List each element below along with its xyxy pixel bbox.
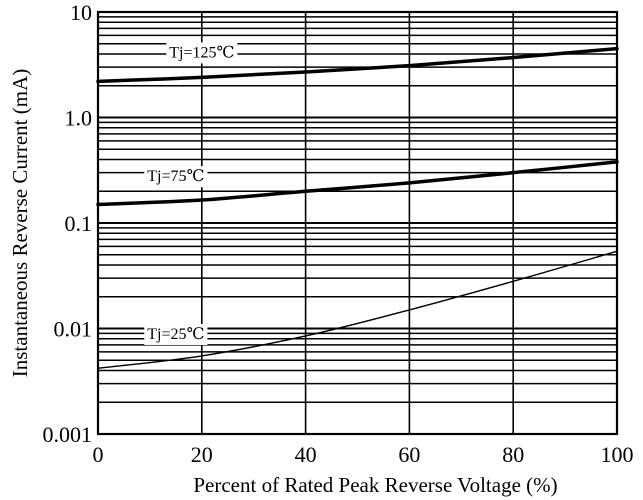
grid bbox=[98, 12, 617, 434]
x-axis-title: Percent of Rated Peak Reverse Voltage (%… bbox=[193, 473, 557, 497]
series-labels: Tj=125℃ Tj=75℃ Tj=25℃ bbox=[144, 42, 238, 345]
series-line-2 bbox=[97, 250, 618, 369]
x-tick-label: 80 bbox=[502, 442, 524, 467]
x-tick-label: 40 bbox=[295, 442, 317, 467]
y-axis-title: Instantaneous Reverse Current (mA) bbox=[8, 69, 32, 378]
series-label-text: Tj=75℃ bbox=[147, 168, 204, 185]
series-line-0 bbox=[96, 46, 619, 84]
series-label-text: Tj=125℃ bbox=[169, 44, 234, 61]
series-label-0: Tj=125℃ bbox=[166, 42, 238, 64]
series-label-background bbox=[166, 42, 238, 64]
series-label-1: Tj=75℃ bbox=[144, 166, 208, 188]
y-tick-label: 0.1 bbox=[65, 211, 93, 236]
series-label-background bbox=[144, 166, 208, 188]
y-tick-label: 0.01 bbox=[54, 317, 93, 342]
x-tick-label: 60 bbox=[398, 442, 420, 467]
series-lines bbox=[96, 46, 619, 369]
y-tick-label: 10 bbox=[70, 0, 92, 25]
tick-labels: 0 20 40 60 80 100 0.001 0.01 0.1 1.0 10 bbox=[43, 0, 634, 467]
series-line-1 bbox=[96, 160, 619, 207]
y-tick-label: 0.001 bbox=[43, 422, 93, 447]
plot-frame bbox=[96, 10, 619, 436]
x-tick-label: 0 bbox=[93, 442, 104, 467]
x-tick-label: 100 bbox=[601, 442, 634, 467]
series-label-background bbox=[144, 323, 208, 345]
y-tick-label: 1.0 bbox=[65, 106, 93, 131]
x-tick-label: 20 bbox=[191, 442, 213, 467]
series-label-2: Tj=25℃ bbox=[144, 323, 208, 345]
series-label-text: Tj=25℃ bbox=[147, 326, 204, 343]
